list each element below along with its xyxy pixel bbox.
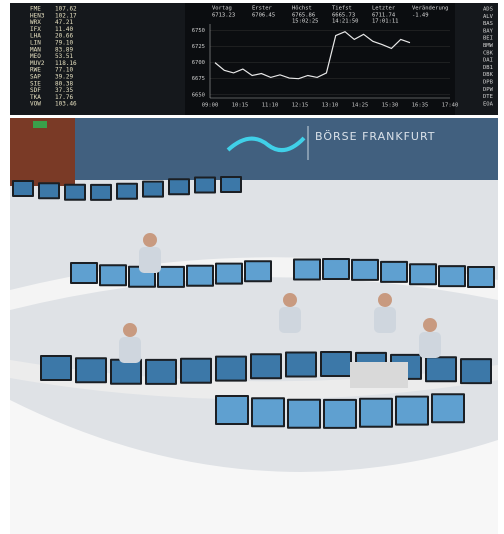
header-label: Vortag — [212, 6, 232, 12]
header-label: Höchst — [292, 6, 312, 12]
monitor-screen — [469, 268, 493, 286]
monitor-screen — [112, 361, 140, 383]
monitor-screen — [397, 398, 427, 424]
person-head — [423, 318, 437, 332]
x-tick-label: 17:40 — [442, 103, 459, 109]
monitor-screen — [325, 401, 355, 427]
monitor-screen — [361, 400, 391, 426]
ticker-code: BAS — [483, 21, 493, 27]
monitor-screen — [222, 178, 240, 191]
x-tick-label: 11:10 — [262, 103, 279, 109]
y-tick-label: 6725 — [192, 44, 205, 50]
x-tick-label: 12:15 — [292, 103, 309, 109]
ticker-price: 103.46 — [55, 101, 77, 108]
header-label: Erster — [252, 6, 273, 12]
monitor-screen — [217, 397, 247, 423]
monitor-screen — [440, 267, 464, 285]
monitor-screen — [462, 360, 490, 382]
header-time: 14:21:50 — [332, 19, 359, 25]
monitor-screen — [196, 179, 214, 192]
monitor-screen — [246, 262, 270, 280]
header-label: Veränderung — [412, 6, 448, 12]
person-head — [283, 293, 297, 307]
ticker-code: VOW — [30, 101, 41, 108]
monitor-screen — [411, 265, 435, 283]
header-time: 17:01:11 — [372, 19, 399, 25]
ticker-code: DAI — [483, 58, 493, 64]
monitor-screen — [433, 395, 463, 421]
x-tick-label: 09:00 — [202, 103, 219, 109]
monitor-screen — [92, 186, 110, 199]
monitor-screen — [289, 401, 319, 427]
monitor-screen — [295, 261, 319, 279]
monitor-screen — [382, 263, 406, 281]
person-body — [119, 337, 141, 363]
person-body — [139, 247, 161, 273]
x-tick-label: 13:10 — [322, 103, 339, 109]
person-body — [374, 307, 396, 333]
person-body — [279, 307, 301, 333]
ticker-code: EOA — [483, 101, 494, 107]
monitor-screen — [147, 361, 175, 383]
header-label: Letzter — [372, 6, 396, 12]
ticker-code: DTE — [483, 94, 493, 100]
ticker-code: DB1 — [483, 65, 493, 71]
wall — [10, 118, 498, 180]
ticker-code: BMW — [483, 43, 494, 49]
monitor-screen — [427, 358, 455, 380]
header-value: 6713.23 — [212, 13, 235, 19]
monitor-screen — [322, 353, 350, 375]
wall-sign: BÖRSE FRANKFURT — [315, 130, 436, 143]
x-tick-label: 15:30 — [382, 103, 399, 109]
y-tick-label: 6650 — [192, 92, 205, 98]
photo: BÖRSE FRANKFURT FME107.62HEN3102.17WRX47… — [0, 0, 504, 534]
ticker-code: CBK — [483, 50, 494, 56]
monitor-screen — [287, 354, 315, 376]
monitor-screen — [72, 264, 96, 282]
monitor-screen — [217, 265, 241, 283]
monitor-screen — [40, 184, 58, 197]
monitor-screen — [188, 267, 212, 285]
x-tick-label: 10:15 — [232, 103, 249, 109]
side-panel — [10, 118, 75, 186]
y-tick-label: 6700 — [192, 60, 205, 66]
ticker-code: DBK — [483, 72, 494, 78]
header-time: 15:02:25 — [292, 19, 319, 25]
monitor-screen — [182, 360, 210, 382]
monitor-screen — [252, 355, 280, 377]
monitor-screen — [324, 260, 348, 278]
monitor-screen — [159, 268, 183, 286]
monitor-screen — [170, 180, 188, 193]
header-label: Tiefst — [332, 6, 352, 12]
monitor-screen — [118, 185, 136, 198]
ticker-code: DPW — [483, 87, 494, 93]
person-head — [378, 293, 392, 307]
y-tick-label: 6675 — [192, 76, 205, 82]
printer — [350, 362, 408, 388]
monitor-screen — [353, 261, 377, 279]
monitor-screen — [77, 359, 105, 381]
x-tick-label: 16:35 — [412, 103, 429, 109]
header-value: -1.49 — [412, 13, 429, 19]
monitor-screen — [253, 399, 283, 425]
ticker-code: ALV — [483, 14, 494, 20]
x-tick-label: 14:25 — [352, 103, 369, 109]
monitor-screen — [217, 358, 245, 380]
monitor-screen — [66, 186, 84, 199]
ticker-code: ADS — [483, 7, 493, 13]
ticker-code: DPB — [483, 80, 494, 86]
person-head — [123, 323, 137, 337]
monitor-screen — [101, 266, 125, 284]
person-body — [419, 332, 441, 358]
monitor-screen — [42, 357, 70, 379]
monitor-screen — [144, 183, 162, 196]
monitor-screen — [14, 182, 32, 195]
header-value: 6706.45 — [252, 13, 275, 19]
exit-sign — [33, 121, 47, 128]
y-tick-label: 6750 — [192, 28, 205, 34]
ticker-code: BAY — [483, 28, 494, 34]
ticker-code: BEI — [483, 36, 493, 42]
person-head — [143, 233, 157, 247]
